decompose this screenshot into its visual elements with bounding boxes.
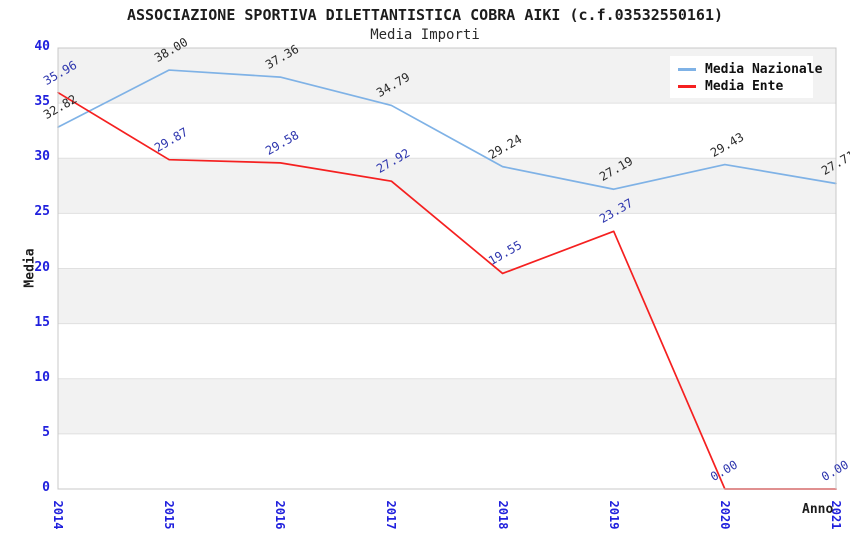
x-tick-label: 2015	[162, 500, 177, 530]
x-tick-label: 2018	[495, 500, 510, 530]
x-tick-label: 2014	[51, 500, 65, 530]
legend-label-media-ente: Media Ente	[705, 79, 784, 94]
media-ente-line-swatch	[678, 85, 696, 88]
series-line-0	[57, 69, 837, 191]
y-tick-label: 25	[34, 204, 50, 220]
grid-band	[58, 268, 836, 324]
legend: Media Nazionale Media Ente	[670, 56, 822, 98]
grid-band	[58, 378, 836, 434]
y-tick-label: 10	[34, 369, 50, 385]
chart-title: ASSOCIAZIONE SPORTIVA DILETTANTISTICA CO…	[126, 6, 724, 24]
y-tick-label: 0	[42, 480, 50, 495]
x-tick-label: 2019	[606, 500, 621, 530]
x-tick-label: 2020	[717, 500, 732, 530]
series-line-1	[57, 91, 837, 490]
x-tick-label: 2017	[384, 500, 399, 530]
legend-label-media-nazionale: Media Nazionale	[705, 62, 823, 77]
x-axis-title: Anno	[802, 502, 834, 517]
y-tick-label: 40	[34, 39, 50, 54]
legend-item-media-nazionale: Media Nazionale	[678, 61, 822, 78]
y-tick-label: 20	[34, 259, 50, 275]
media-nazionale-line-swatch	[678, 68, 696, 71]
legend-item-media-ente: Media Ente	[678, 78, 813, 95]
y-axis-title: Media	[22, 248, 38, 288]
y-tick-label: 5	[42, 424, 50, 440]
plot-border	[57, 47, 837, 490]
x-tick-label: 2016	[273, 500, 288, 530]
grid-band	[58, 158, 836, 214]
y-tick-label: 15	[34, 314, 50, 330]
y-tick-label: 35	[34, 94, 50, 110]
y-tick-label: 30	[34, 149, 50, 165]
chart-subtitle: Media Importi	[370, 27, 480, 43]
